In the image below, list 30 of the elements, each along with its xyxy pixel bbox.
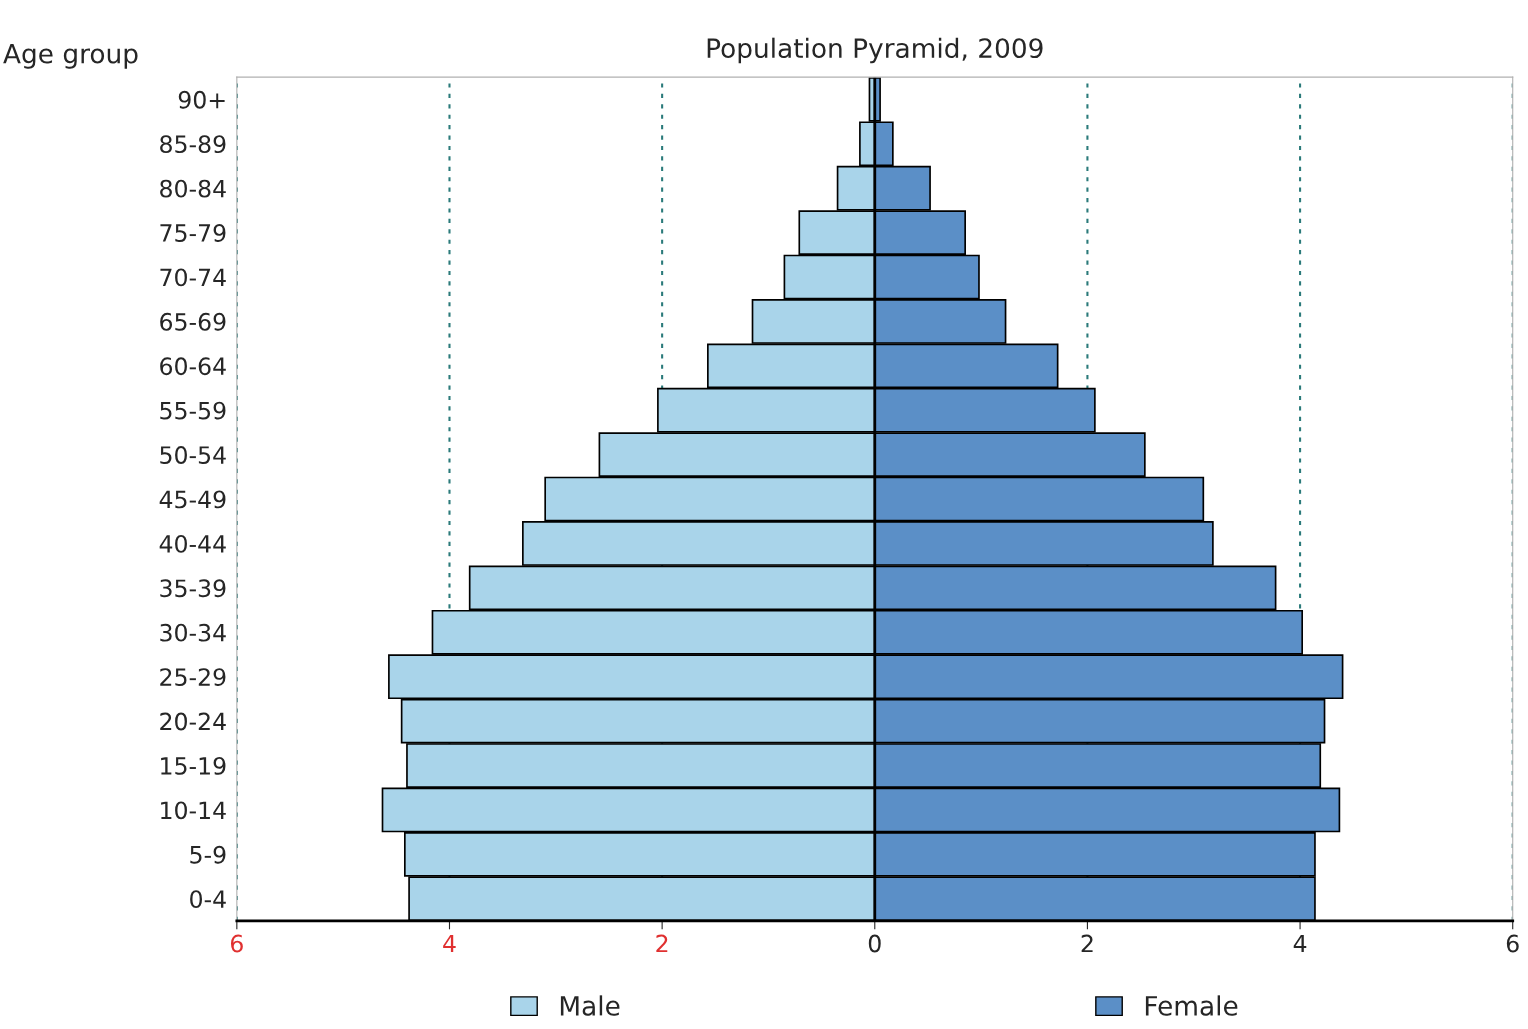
- y-tick-label: 50-54: [160, 446, 226, 464]
- y-tick-label: 55-59: [160, 401, 226, 420]
- y-tick-label: 75-79: [160, 224, 226, 242]
- legend-label: Male: [560, 995, 620, 1016]
- y-tick-label: 5-9: [190, 845, 226, 864]
- x-tick-label: 6: [230, 934, 243, 953]
- y-tick-label: 65-69: [160, 312, 226, 331]
- y-tick-label: 90+: [178, 90, 225, 109]
- y-tick-label: 80-84: [160, 179, 226, 198]
- y-tick-label: 45-49: [159, 490, 226, 509]
- x-tick-label: 0: [868, 934, 881, 953]
- y-tick-label: 20-24: [160, 712, 226, 731]
- x-tick-label: 4: [443, 934, 456, 953]
- x-tick-label: 6: [1506, 934, 1519, 953]
- y-tick-label: 30-34: [160, 623, 226, 642]
- y-tick-label: 25-29: [160, 668, 226, 687]
- y-tick-label: 85-89: [160, 135, 226, 154]
- y-tick-label: 0-4: [190, 890, 226, 909]
- legend-label: Female: [1145, 995, 1238, 1016]
- y-tick-label: 60-64: [160, 357, 226, 376]
- x-tick-label: 2: [656, 934, 668, 953]
- x-tick-label: 2: [1081, 934, 1093, 953]
- y-axis-title: Age group: [3, 44, 138, 69]
- y-tick-label: 70-74: [160, 268, 226, 287]
- chart-title: Population Pyramid, 2009: [707, 37, 1043, 64]
- y-tick-label: 15-19: [161, 756, 226, 775]
- y-tick-label: 40-44: [159, 534, 226, 553]
- y-tick-label: 35-39: [160, 579, 226, 598]
- y-tick-label: 10-14: [161, 801, 226, 820]
- x-tick-label: 4: [1293, 934, 1307, 953]
